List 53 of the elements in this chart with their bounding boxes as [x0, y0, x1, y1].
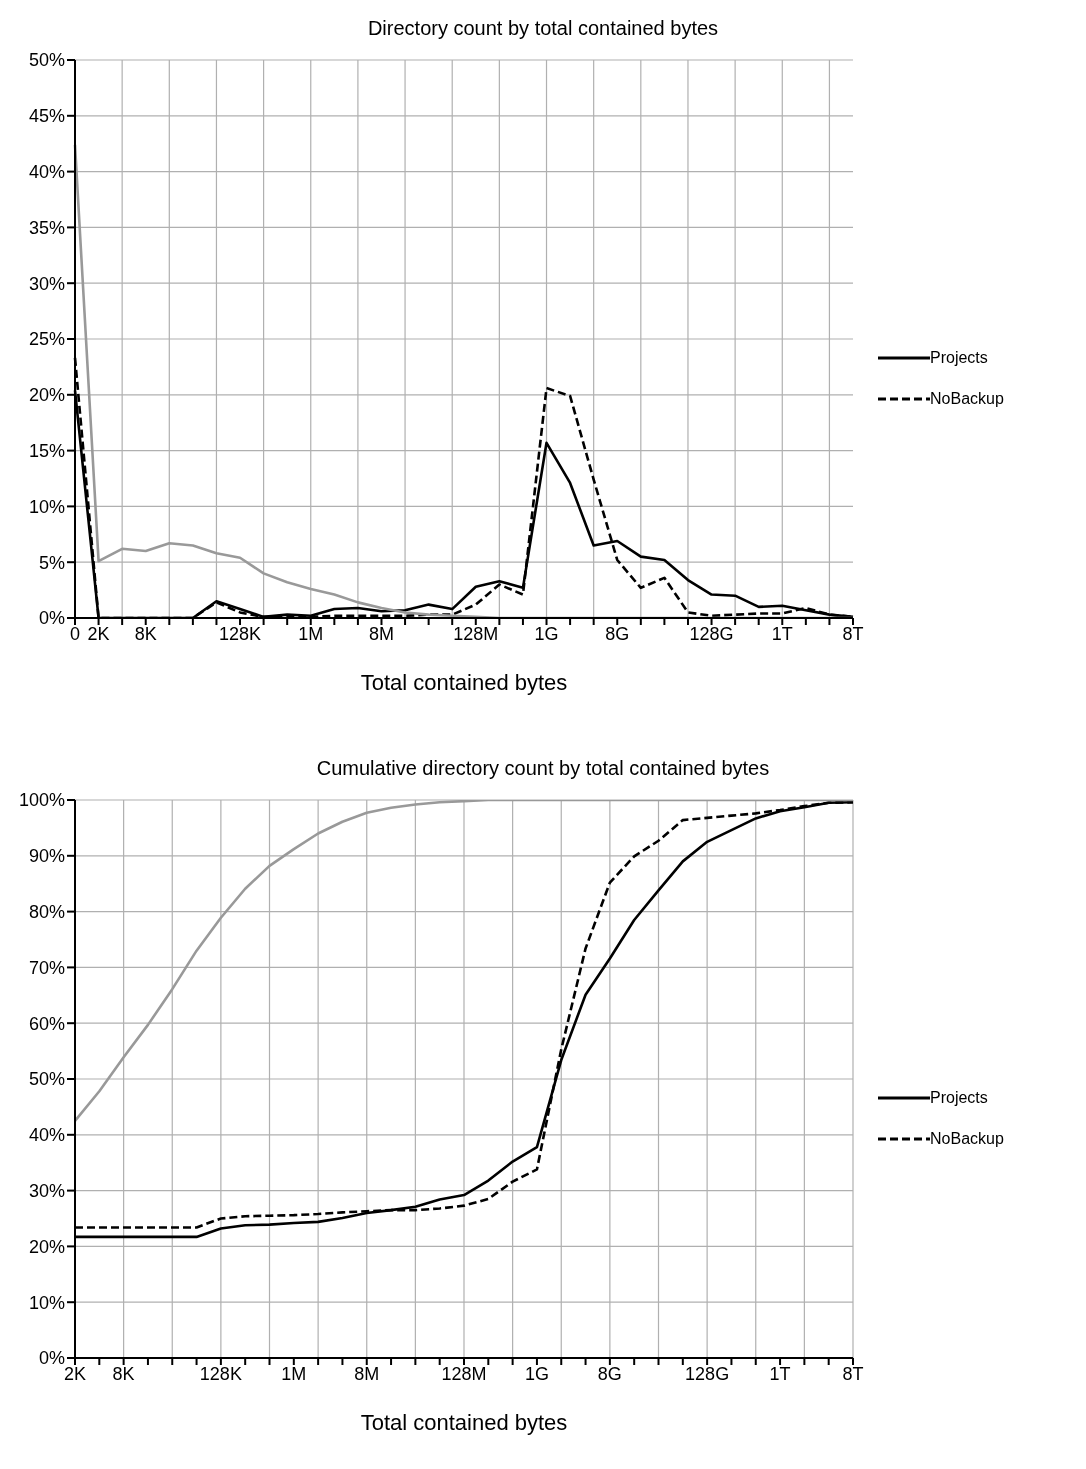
y-tick-label: 80%	[28, 901, 65, 922]
y-tick-label: 35%	[28, 217, 65, 238]
y-tick-label: 50%	[28, 1069, 65, 1090]
x-tick-label: 128G	[685, 1363, 730, 1384]
x-tick-label: 8G	[605, 623, 630, 644]
x-tick-label: 2K	[63, 1363, 87, 1384]
chart-title: Cumulative directory count by total contained bytes	[315, 756, 771, 781]
y-tick-label: 30%	[28, 1180, 65, 1201]
y-tick-label: 10%	[28, 496, 65, 517]
y-tick-label: 0%	[38, 1348, 65, 1369]
y-tick-label: 20%	[28, 385, 65, 406]
x-tick-label: 2K	[87, 623, 110, 644]
y-tick-label: 90%	[28, 846, 65, 867]
y-tick-label: 10%	[28, 1292, 65, 1313]
x-tick-label: 8T	[842, 1363, 864, 1384]
x-tick-label: 8K	[134, 623, 157, 644]
y-tick-label: 5%	[38, 552, 65, 573]
y-tick-label: 45%	[28, 106, 65, 127]
y-tick-label: 60%	[28, 1013, 65, 1034]
legend-label: NoBackup	[930, 1129, 1004, 1148]
x-tick-label: 8G	[597, 1363, 622, 1384]
legend-label: Projects	[930, 348, 988, 367]
x-axis-title: Total contained bytes	[360, 670, 568, 695]
x-tick-label: 128K	[219, 623, 262, 644]
x-tick-label: 1M	[298, 623, 324, 644]
y-tick-label: 25%	[28, 329, 65, 350]
y-tick-label: 40%	[28, 161, 65, 182]
x-tick-label: 1G	[534, 623, 559, 644]
x-tick-label: 8M	[354, 1363, 380, 1384]
chart-title: Directory count by total contained bytes	[366, 16, 720, 41]
x-tick-label: 1M	[281, 1363, 307, 1384]
x-tick-label: 8M	[368, 623, 394, 644]
y-tick-label: 20%	[28, 1236, 65, 1257]
x-tick-label: 1G	[524, 1363, 549, 1384]
legend-label: Projects	[930, 1088, 988, 1107]
x-axis-title: Total contained bytes	[360, 1410, 568, 1435]
y-tick-label: 30%	[28, 273, 65, 294]
x-tick-label: 128K	[199, 1363, 242, 1384]
y-tick-label: 70%	[28, 957, 65, 978]
x-tick-label: 8K	[112, 1363, 135, 1384]
y-tick-label: 50%	[28, 50, 65, 71]
y-tick-label: 100%	[18, 790, 65, 811]
y-tick-label: 15%	[28, 440, 65, 461]
x-tick-label: 128M	[453, 623, 499, 644]
legend-label: NoBackup	[930, 389, 1004, 408]
x-tick-label: 1T	[769, 1363, 791, 1384]
x-tick-label: 1T	[771, 623, 793, 644]
x-tick-label: 128M	[441, 1363, 487, 1384]
x-tick-label: 0	[69, 623, 81, 644]
y-tick-label: 40%	[28, 1125, 65, 1146]
x-tick-label: 128G	[689, 623, 734, 644]
x-tick-label: 8T	[842, 623, 864, 644]
y-tick-label: 0%	[38, 608, 65, 629]
